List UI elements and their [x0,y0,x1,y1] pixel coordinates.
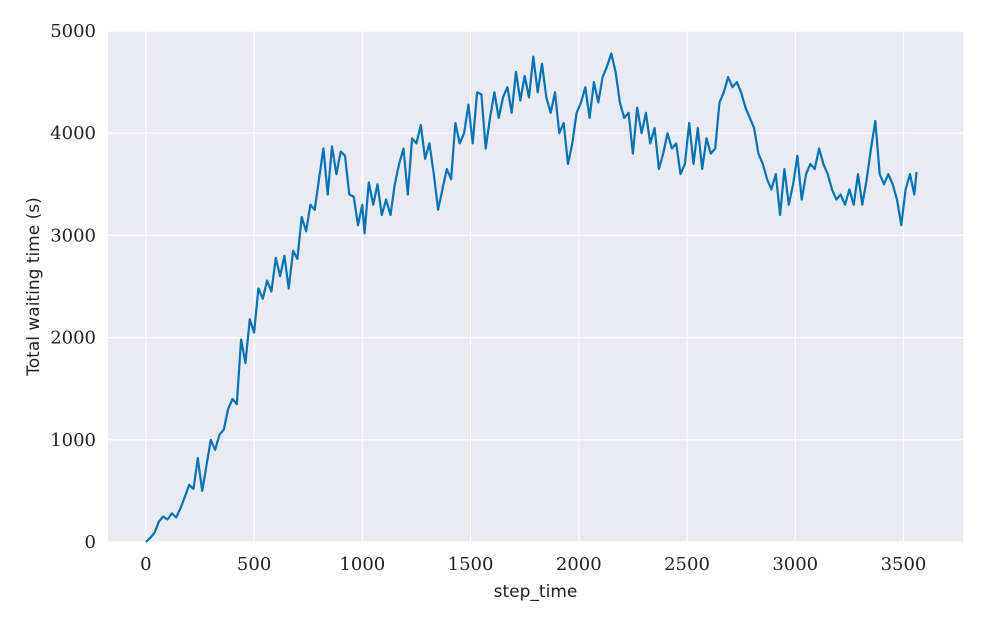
x-tick-label: 3000 [772,554,818,575]
y-tick-label: 3000 [50,225,96,246]
series-layer [145,52,918,543]
x-tick-label: 1000 [339,554,385,575]
y-tick-label: 0 [85,532,96,553]
series-line-0 [145,52,918,543]
y-axis-ticks: 0 1000 2000 3000 4000 5000 [50,21,96,553]
x-tick-label: 500 [237,554,271,575]
y-axis-label: Total waiting time (s) [24,197,44,376]
y-tick-label: 5000 [50,21,96,42]
y-tick-label: 4000 [50,123,96,144]
x-tick-label: 3500 [881,554,927,575]
y-tick-label: 1000 [50,430,96,451]
x-tick-label: 2500 [664,554,710,575]
x-axis-ticks: 0 500 1000 1500 2000 2500 3000 3500 [140,554,926,575]
x-tick-label: 0 [140,554,151,575]
x-tick-label: 2000 [556,554,602,575]
plot-background [108,31,963,542]
x-axis-label: step_time [494,582,578,602]
y-tick-label: 2000 [50,328,96,349]
grid-lines [108,30,963,543]
x-tick-label: 1500 [448,554,494,575]
